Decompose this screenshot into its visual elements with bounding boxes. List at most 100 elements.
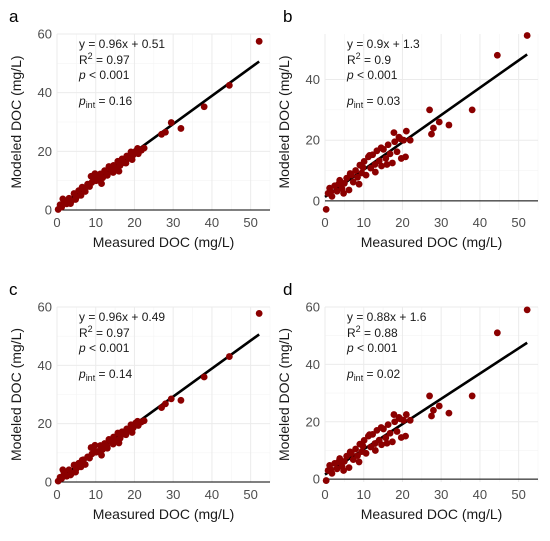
fit-equation: y = 0.96x + 0.51 (79, 37, 165, 51)
data-point (78, 456, 86, 464)
data-point (402, 153, 409, 161)
data-point (426, 106, 433, 114)
data-point (354, 173, 361, 181)
data-point (377, 424, 385, 431)
data-point (134, 145, 141, 152)
x-tick-label: 50 (511, 487, 525, 502)
data-point (349, 456, 357, 464)
y-tick-label: 0 (45, 475, 52, 490)
data-point (354, 452, 361, 460)
y-tick-label: 20 (306, 414, 320, 429)
x-axis-title: Measured DOC (mg/L) (93, 506, 235, 522)
y-tick-label: 40 (38, 358, 52, 373)
data-point (366, 151, 373, 159)
p-int-value: pint = 0.03 (346, 94, 401, 110)
y-axis-title: Modeled DOC (mg/L) (276, 55, 292, 188)
data-point (388, 159, 396, 167)
x-tick-label: 40 (473, 215, 487, 230)
data-point (335, 458, 342, 466)
data-point (435, 402, 443, 410)
data-point (352, 167, 359, 174)
y-tick-label: 60 (38, 27, 52, 42)
data-point (346, 448, 354, 456)
data-point (345, 186, 353, 194)
data-point (67, 200, 74, 207)
data-point (402, 432, 409, 440)
data-point (406, 136, 414, 144)
data-point (523, 306, 531, 314)
data-point (426, 392, 433, 400)
data-point (378, 441, 385, 449)
data-point (445, 121, 453, 129)
data-point (327, 188, 335, 196)
r-squared: R2 = 0.88 (347, 324, 398, 340)
data-point (78, 183, 86, 191)
x-tick-label: 10 (88, 487, 102, 502)
data-point (200, 373, 208, 381)
x-tick-label: 30 (434, 215, 448, 230)
data-point (177, 125, 185, 132)
data-point (386, 429, 394, 437)
data-point (375, 157, 383, 165)
data-point (378, 162, 385, 170)
data-point (377, 144, 385, 152)
x-tick-label: 50 (243, 487, 257, 502)
data-point (383, 161, 391, 168)
data-point (59, 466, 67, 474)
data-point (360, 158, 368, 165)
data-point (140, 144, 148, 152)
data-point (162, 400, 169, 408)
data-point (177, 396, 185, 404)
data-point (428, 130, 435, 138)
data-point (58, 203, 66, 211)
data-point (333, 187, 341, 195)
y-axis-title: Modeled DOC (mg/L) (8, 328, 24, 461)
x-tick-label: 20 (395, 215, 409, 230)
data-point (359, 164, 367, 171)
data-point (493, 329, 501, 337)
x-axis-title: Measured DOC (mg/L) (361, 506, 503, 522)
x-tick-label: 20 (127, 215, 141, 230)
data-point (340, 179, 348, 187)
data-point (98, 451, 105, 459)
x-tick-label: 0 (53, 487, 60, 502)
data-point (59, 195, 67, 203)
data-point (67, 471, 74, 479)
x-tick-label: 10 (356, 215, 370, 230)
x-tick-label: 50 (511, 215, 525, 230)
data-point (382, 434, 390, 442)
data-point (388, 438, 396, 446)
data-point (384, 141, 392, 149)
data-point (340, 467, 347, 474)
y-tick-label: 40 (306, 72, 320, 87)
data-point (167, 395, 175, 403)
data-point (140, 417, 148, 425)
data-point (386, 150, 394, 158)
data-point (359, 442, 367, 450)
y-tick-label: 20 (38, 416, 52, 431)
x-axis-title: Measured DOC (mg/L) (361, 234, 503, 250)
fit-equation: y = 0.96x + 0.49 (79, 310, 165, 324)
data-point (122, 159, 130, 167)
data-point (327, 465, 335, 473)
data-point (255, 37, 263, 45)
y-axis-title: Modeled DOC (mg/L) (8, 55, 24, 188)
fit-equation: y = 0.88x + 1.6 (347, 310, 427, 324)
data-point (109, 440, 117, 448)
r-squared: R2 = 0.9 (347, 51, 391, 67)
y-tick-label: 20 (38, 144, 52, 159)
y-tick-label: 60 (38, 300, 52, 315)
p-value: p < 0.001 (78, 68, 130, 82)
y-tick-label: 0 (45, 203, 52, 218)
data-point (103, 444, 111, 452)
data-point (396, 415, 404, 423)
data-point (384, 421, 392, 429)
data-point (255, 310, 263, 317)
x-tick-label: 30 (166, 215, 180, 230)
p-int-value: pint = 0.16 (78, 94, 133, 110)
data-point (391, 418, 399, 426)
data-point (322, 477, 330, 484)
